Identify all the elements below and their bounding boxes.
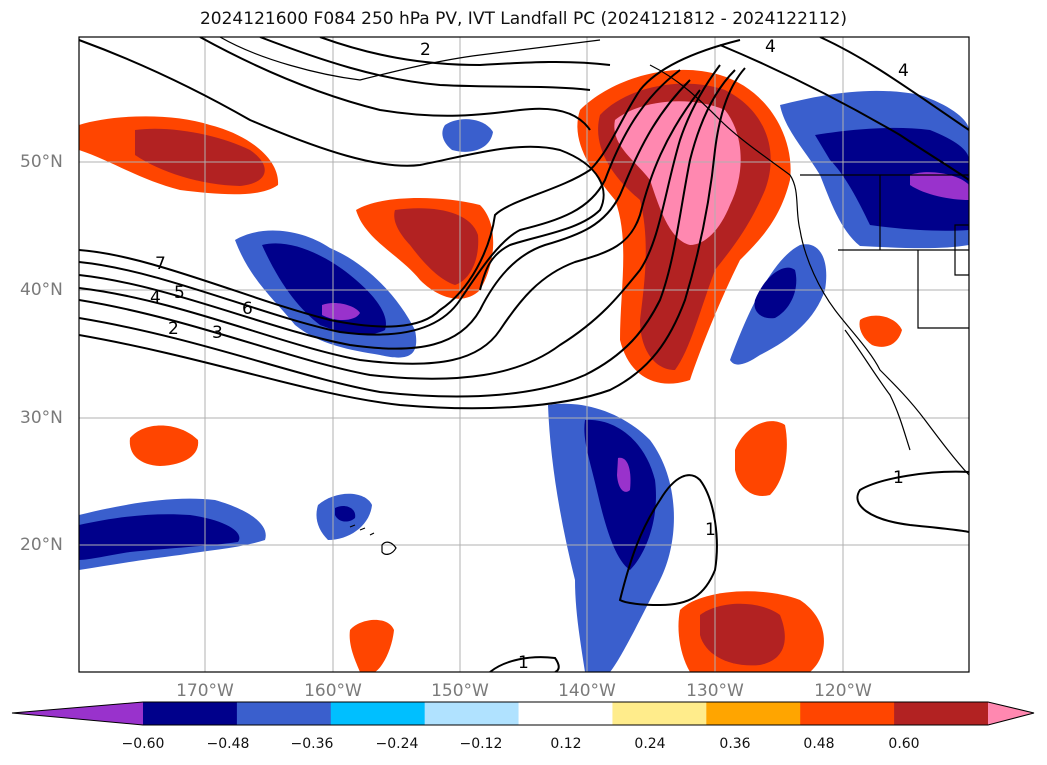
map-area <box>79 37 969 672</box>
colorbar-segment <box>894 702 989 725</box>
colorbar-tick: −0.60 <box>121 736 165 752</box>
colorbar-segment <box>143 702 238 725</box>
contour-label: 4 <box>898 61 909 81</box>
contour-label: 5 <box>174 283 185 303</box>
colorbar-tick: 0.24 <box>634 736 666 752</box>
contour-label: 3 <box>212 323 223 343</box>
colorbar-tick: −0.36 <box>290 736 334 752</box>
colorbar-tick: 0.12 <box>550 736 582 752</box>
positive-anomaly-region <box>859 315 902 347</box>
colorbar-tick: 0.60 <box>888 736 920 752</box>
map-frame <box>78 36 970 673</box>
colorbar-segment <box>706 702 801 725</box>
graticule <box>79 37 969 672</box>
negative-anomaly-region <box>754 267 797 319</box>
colorbar-segment <box>518 702 613 725</box>
contour-label: 7 <box>155 254 166 274</box>
contour-label: 2 <box>168 319 179 339</box>
colorbar-extend-low <box>12 702 143 725</box>
contour-label: 1 <box>893 468 904 488</box>
pv-contours <box>79 37 969 672</box>
negative-anomaly-region <box>617 457 631 492</box>
lon-label: 150°W <box>431 681 489 701</box>
colorbar-segment <box>424 702 520 725</box>
lat-label: 40°N <box>20 280 63 300</box>
lon-label: 120°W <box>814 681 872 701</box>
positive-anomaly-region <box>135 128 265 186</box>
lat-label: 50°N <box>20 152 63 172</box>
negative-anomaly-region <box>79 514 240 560</box>
contour-label: 4 <box>765 37 776 57</box>
colorbar <box>11 701 1035 726</box>
colorbar-tick: 0.36 <box>719 736 751 752</box>
map-title: 2024121600 F084 250 hPa PV, IVT Landfall… <box>199 9 847 29</box>
contour-label: 1 <box>705 520 716 540</box>
colorbar-segment <box>236 702 332 725</box>
lon-label: 130°W <box>686 681 744 701</box>
positive-anomaly-region <box>735 421 787 496</box>
lon-label: 140°W <box>558 681 616 701</box>
negative-anomaly-region <box>815 127 969 231</box>
colorbar-segments <box>12 702 1034 725</box>
colorbar-tick: −0.12 <box>459 736 503 752</box>
colorbar-segment <box>330 702 426 725</box>
negative-anomaly-region <box>442 119 493 152</box>
lat-label: 20°N <box>20 535 63 555</box>
colorbar-segment <box>612 702 707 725</box>
positive-anomaly-region <box>700 603 785 666</box>
contour-label: 2 <box>420 40 431 60</box>
positive-anomaly-region <box>349 619 394 672</box>
colorbar-tick: 0.48 <box>803 736 835 752</box>
colorbar-outline <box>11 701 1035 726</box>
negative-anomaly-region <box>335 506 356 522</box>
contour-label: 1 <box>518 653 529 673</box>
colorbar-tick: −0.24 <box>375 736 419 752</box>
contour-label: 6 <box>242 299 253 319</box>
anomaly-fills <box>79 69 969 672</box>
colorbar-extend-high <box>988 702 1034 725</box>
contour-label: 4 <box>150 288 161 308</box>
coastlines <box>219 37 969 555</box>
lon-label: 170°W <box>176 681 234 701</box>
negative-anomaly-region <box>322 302 360 321</box>
colorbar-tick: −0.48 <box>206 736 250 752</box>
lon-label: 160°W <box>304 681 362 701</box>
positive-anomaly-region <box>129 425 199 466</box>
lat-label: 30°N <box>20 408 63 428</box>
colorbar-segment <box>800 702 895 725</box>
negative-anomaly-region <box>910 172 969 200</box>
positive-anomaly-region <box>394 208 479 285</box>
negative-anomaly-region <box>584 419 656 570</box>
